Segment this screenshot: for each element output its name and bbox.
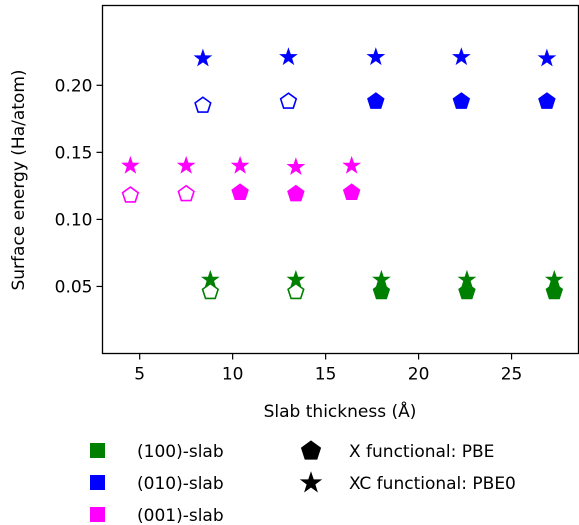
legend-label: (100)-slab [137, 442, 224, 462]
pbe-point [287, 282, 305, 300]
pbe0-point [286, 269, 306, 288]
y-tick-label: 0.20 [55, 76, 93, 96]
pbe0-point [452, 47, 471, 66]
axes-frame [101, 4, 579, 355]
pbe-point [287, 184, 305, 202]
plot-area [121, 47, 564, 300]
legend: (100)-slab (010)-slab (001)-slab X function… [90, 440, 516, 525]
x-tick-label: 25 [501, 365, 523, 385]
legend-label: X functional: PBE [349, 442, 494, 462]
pbe0-point [200, 269, 220, 288]
legend-swatch [90, 443, 105, 458]
pbe0-point [286, 157, 306, 176]
pbe0-point [366, 47, 386, 66]
y-axis-label: Surface energy (Ha/atom) [9, 69, 29, 290]
legend-label: (010)-slab [137, 474, 224, 494]
pbe0-point [121, 155, 140, 174]
pbe-point [201, 282, 220, 300]
pbe-point [545, 282, 564, 300]
pbe-point [372, 282, 391, 300]
pbe-point [121, 186, 140, 203]
legend-label: XC functional: PBE0 [349, 474, 516, 494]
x-axis: 5 10 15 20 25 [134, 353, 523, 385]
pbe-point [177, 184, 195, 202]
pbe0-point [230, 155, 250, 174]
legend-swatch [90, 507, 105, 522]
x-tick-label: 5 [134, 365, 145, 385]
legend-star-marker [299, 471, 323, 493]
y-axis: 0.05 0.10 0.15 0.20 [55, 76, 103, 297]
pbe0-point [372, 269, 391, 288]
pbe-point [538, 92, 556, 109]
pbe-point [194, 96, 212, 113]
x-tick-label: 10 [222, 365, 244, 385]
pbe0-point [544, 269, 564, 288]
pbe-point [279, 92, 298, 109]
pbe0-point [457, 269, 477, 288]
pbe0-point [537, 48, 557, 67]
legend-label: (001)-slab [137, 506, 224, 525]
y-tick-label: 0.10 [55, 210, 93, 230]
pbe-point [452, 92, 471, 109]
pbe0-point [279, 47, 298, 66]
legend-swatch [90, 475, 105, 490]
y-tick-label: 0.05 [55, 277, 93, 297]
x-axis-label: Slab thickness (Å) [264, 400, 417, 422]
x-tick-label: 15 [315, 365, 337, 385]
pbe0-point [176, 155, 196, 174]
pbe-point [367, 92, 385, 109]
x-tick-label: 20 [408, 365, 430, 385]
pbe-point [231, 183, 249, 201]
y-tick-label: 0.15 [55, 143, 93, 163]
pbe-point [458, 282, 476, 300]
pbe-point [342, 183, 361, 201]
legend-pentagon-marker [300, 440, 322, 460]
pbe0-point [342, 155, 362, 174]
pbe0-point [193, 48, 213, 67]
